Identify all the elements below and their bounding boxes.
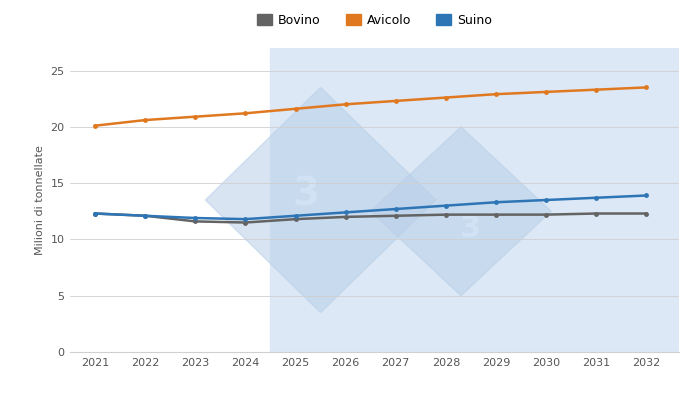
Polygon shape (371, 127, 551, 296)
Text: 3: 3 (292, 175, 319, 213)
Bar (270, 48, 679, 352)
Text: 3: 3 (461, 214, 482, 243)
Y-axis label: Milioni di tonnellate: Milioni di tonnellate (35, 145, 45, 255)
Polygon shape (205, 88, 436, 312)
Legend: Bovino, Avicolo, Suino: Bovino, Avicolo, Suino (252, 9, 497, 32)
